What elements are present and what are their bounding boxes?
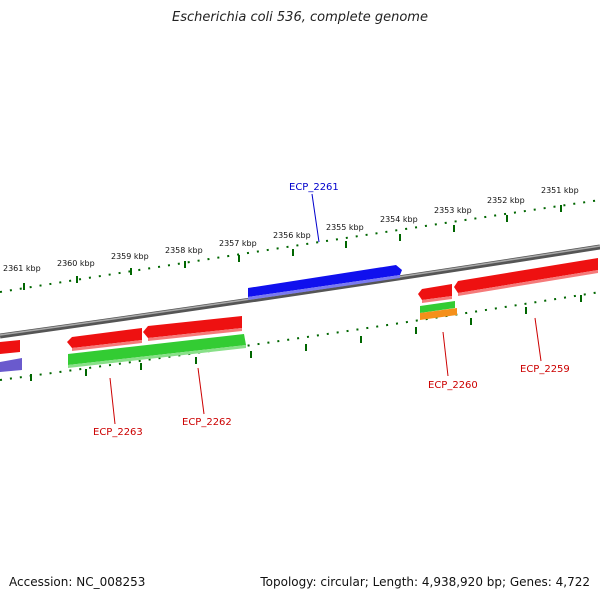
kbp-label: 2353 kbp (434, 206, 472, 215)
genome-summary-text: Topology: circular; Length: 4,938,920 bp… (260, 575, 590, 589)
kbp-label: 2356 kbp (273, 231, 311, 240)
kbp-label: 2352 kbp (487, 196, 525, 205)
kbp-labels: 2361 kbp 2360 kbp 2359 kbp 2358 kbp 2357… (3, 186, 579, 273)
gene-label-ecp-2259[interactable]: ECP_2259 (520, 364, 570, 375)
gene-label-ecp-2260[interactable]: ECP_2260 (428, 380, 478, 391)
kbp-label: 2360 kbp (57, 259, 95, 268)
kbp-label: 2351 kbp (541, 186, 579, 195)
gene-left-partial-purple[interactable] (0, 358, 22, 372)
gene-green-left[interactable] (68, 334, 246, 365)
gene-ecp-2260-shadow (422, 296, 452, 303)
kbp-label: 2359 kbp (111, 252, 149, 261)
gene-label-ecp-2262[interactable]: ECP_2262 (182, 417, 232, 428)
kbp-label: 2361 kbp (3, 264, 41, 273)
gene-ecp-2259[interactable] (454, 258, 598, 293)
genome-backbone (0, 244, 600, 339)
gene-orange-right[interactable] (420, 308, 457, 320)
outer-major-ticks (23, 205, 562, 290)
gene-label-ecp-2263[interactable]: ECP_2263 (93, 427, 143, 438)
label-leaders (109, 193, 542, 425)
kbp-label: 2354 kbp (380, 215, 418, 224)
gene-green-right[interactable] (420, 301, 455, 313)
gene-left-partial[interactable] (0, 340, 20, 354)
kbp-label: 2357 kbp (219, 239, 257, 248)
gene-ecp-2261-shadow (248, 275, 400, 300)
inner-major-ticks (30, 295, 582, 381)
gene-green-left-shadow (68, 345, 246, 368)
gene-ecp-2262[interactable] (143, 316, 242, 338)
gene-ecp-2263-shadow (72, 340, 142, 351)
kbp-label: 2358 kbp (165, 246, 203, 255)
gene-ecp-2263[interactable] (67, 328, 142, 348)
inner-tick-track (0, 291, 600, 381)
gene-label-ecp-2261[interactable]: ECP_2261 (289, 182, 339, 193)
genome-title: Escherichia coli 536, complete genome (172, 10, 428, 25)
gene-ecp-2261[interactable] (248, 265, 402, 297)
gene-ecp-2260[interactable] (418, 284, 452, 300)
gene-ecp-2262-shadow (148, 328, 242, 341)
kbp-label: 2355 kbp (326, 223, 364, 232)
gene-ecp-2259-shadow (458, 270, 598, 296)
accession-text: Accession: NC_008253 (9, 575, 146, 589)
